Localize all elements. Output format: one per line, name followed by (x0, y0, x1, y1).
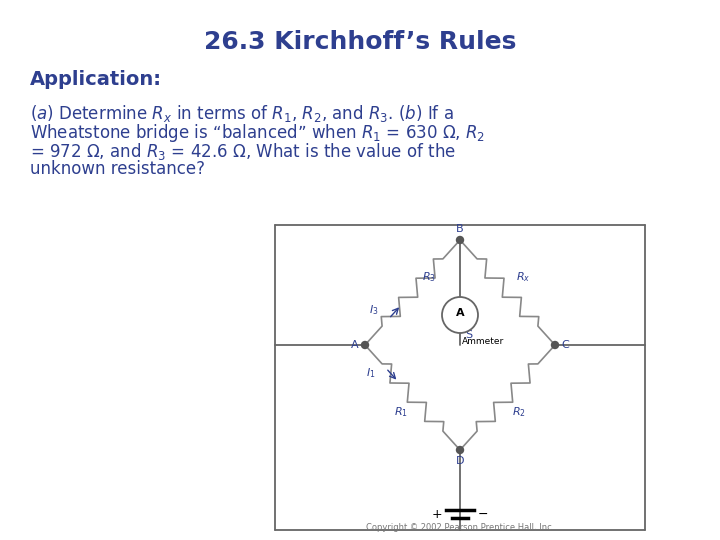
Text: $R_x$: $R_x$ (516, 271, 530, 285)
Text: C: C (561, 340, 569, 350)
Text: B: B (456, 224, 464, 234)
Ellipse shape (456, 237, 464, 244)
Ellipse shape (552, 341, 559, 348)
Text: Copyright © 2002 Pearson Prentice Hall, Inc.: Copyright © 2002 Pearson Prentice Hall, … (366, 523, 554, 532)
Text: unknown resistance?: unknown resistance? (30, 160, 205, 178)
Text: A: A (456, 308, 464, 318)
Text: +: + (431, 508, 442, 521)
Text: A: A (351, 340, 359, 350)
Text: $R_1$: $R_1$ (394, 406, 408, 419)
Text: 26.3 Kirchhoff’s Rules: 26.3 Kirchhoff’s Rules (204, 30, 516, 54)
Text: Application:: Application: (30, 70, 162, 89)
Ellipse shape (361, 341, 369, 348)
Text: −: − (478, 508, 488, 521)
Text: Ammeter: Ammeter (462, 337, 504, 346)
Text: S: S (465, 330, 472, 340)
Ellipse shape (456, 447, 464, 454)
Ellipse shape (442, 297, 478, 333)
Text: $R_3$: $R_3$ (423, 271, 436, 285)
Text: Wheatstone bridge is “balanced” when $R_1$ = 630 Ω, $R_2$: Wheatstone bridge is “balanced” when $R_… (30, 122, 485, 144)
Text: $I_3$: $I_3$ (369, 303, 379, 317)
Text: D: D (456, 456, 464, 466)
Text: $(a)$ Determine $R_x$ in terms of $R_1$, $R_2$, and $R_3$. $(b)$ If a: $(a)$ Determine $R_x$ in terms of $R_1$,… (30, 103, 454, 124)
Text: $I_1$: $I_1$ (366, 366, 376, 380)
Text: $R_2$: $R_2$ (513, 406, 526, 419)
Text: = 972 Ω, and $R_3$ = 42.6 Ω, What is the value of the: = 972 Ω, and $R_3$ = 42.6 Ω, What is the… (30, 141, 456, 162)
